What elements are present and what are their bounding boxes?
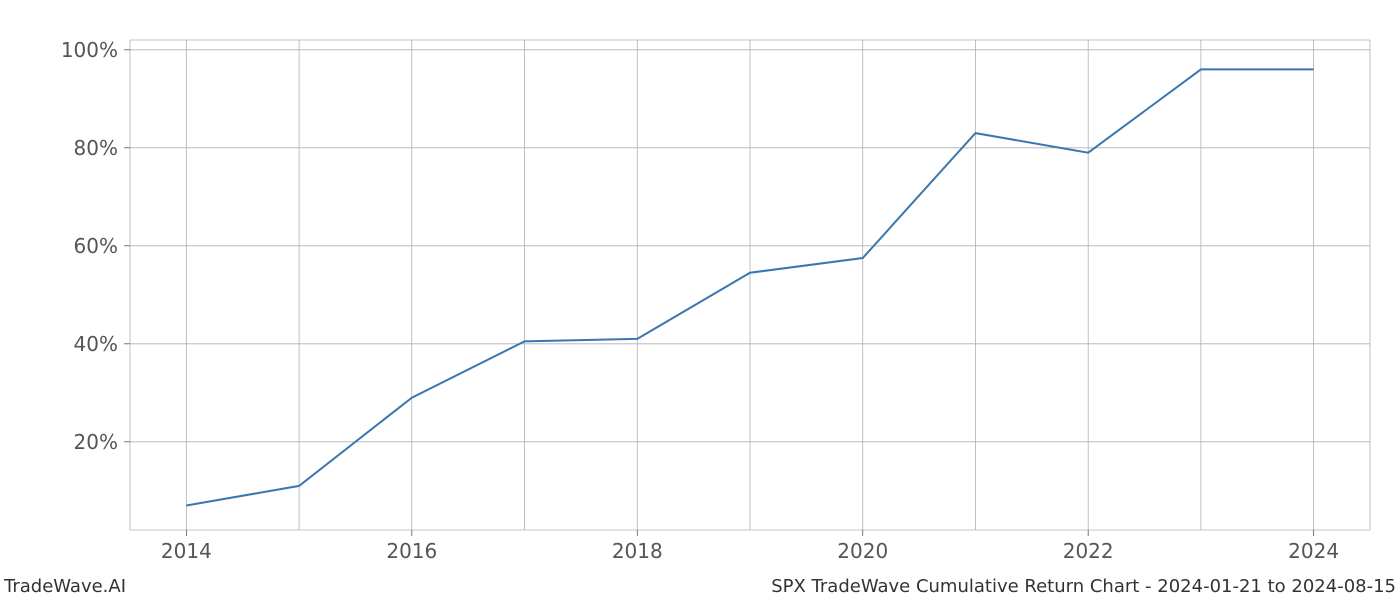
x-tick-label: 2014	[161, 539, 212, 563]
y-tick-label: 20%	[74, 430, 118, 454]
footer-left-label: TradeWave.AI	[3, 576, 126, 597]
y-tick-label: 100%	[61, 38, 118, 62]
line-chart: 2014 2016 2018 2020 2022 2024 20% 40% 60% 80% 100%…	[0, 0, 1400, 600]
x-tick-label: 2022	[1063, 539, 1114, 563]
y-tick-label: 40%	[74, 332, 118, 356]
x-tick-label: 2024	[1288, 539, 1339, 563]
chart-container: 2014 2016 2018 2020 2022 2024 20% 40% 60% 80% 100%…	[0, 0, 1400, 600]
y-tick-label: 80%	[74, 136, 118, 160]
x-tick-label: 2020	[837, 539, 888, 563]
y-tick-label: 60%	[74, 234, 118, 258]
x-tick-label: 2016	[386, 539, 437, 563]
footer-right-label: SPX TradeWave Cumulative Return Chart - …	[771, 576, 1396, 597]
x-tick-label: 2018	[612, 539, 663, 563]
